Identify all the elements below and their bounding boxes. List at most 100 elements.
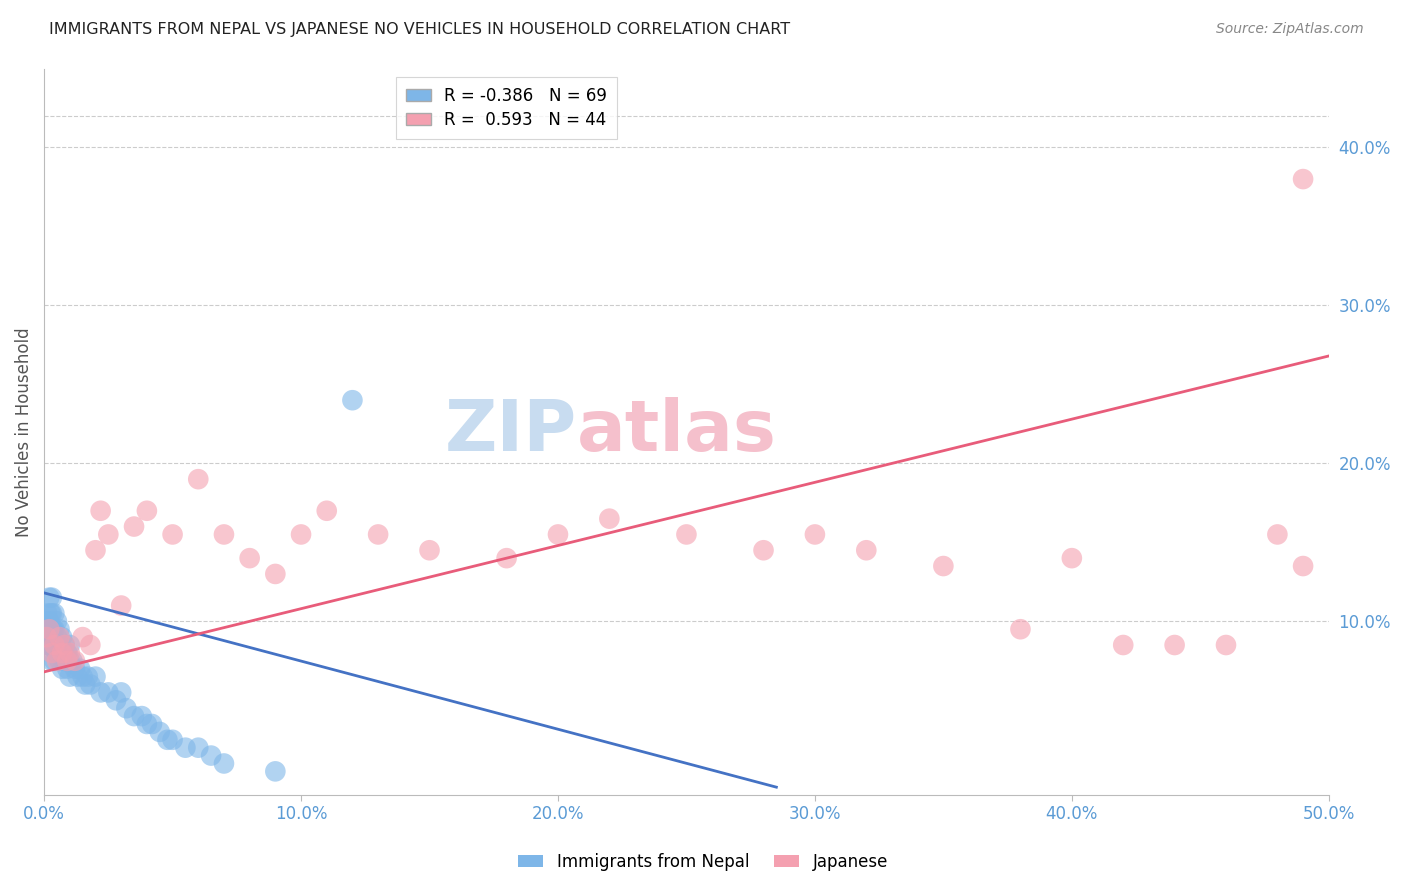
Point: [1112, 638, 1135, 652]
Point: [72, 670, 94, 684]
Point: [149, 724, 172, 739]
Point: [69, 662, 91, 676]
Point: [51, 646, 73, 660]
Point: [53, 638, 76, 652]
Point: [200, 748, 222, 763]
Point: [44, 654, 66, 668]
Point: [162, 527, 184, 541]
Point: [212, 527, 235, 541]
Point: [63, 662, 86, 676]
Point: [367, 527, 389, 541]
Point: [37, 638, 59, 652]
Point: [48, 630, 70, 644]
Point: [156, 732, 179, 747]
Point: [59, 638, 82, 652]
Point: [41, 591, 63, 605]
Point: [598, 511, 620, 525]
Point: [37, 630, 59, 644]
Point: [38, 638, 60, 652]
Point: [174, 740, 197, 755]
Point: [42, 622, 65, 636]
Point: [855, 543, 877, 558]
Point: [84, 670, 107, 684]
Point: [115, 701, 138, 715]
Point: [39, 638, 62, 652]
Point: [110, 685, 132, 699]
Text: atlas: atlas: [578, 397, 778, 467]
Point: [342, 393, 364, 408]
Legend: R = -0.386   N = 69, R =  0.593   N = 44: R = -0.386 N = 69, R = 0.593 N = 44: [396, 77, 617, 138]
Point: [41, 638, 63, 652]
Point: [932, 559, 955, 574]
Point: [675, 527, 697, 541]
Point: [63, 654, 86, 668]
Point: [187, 740, 209, 755]
Point: [38, 622, 60, 636]
Point: [1163, 638, 1185, 652]
Point: [60, 654, 83, 668]
Point: [46, 630, 69, 644]
Point: [84, 543, 107, 558]
Point: [46, 615, 69, 629]
Point: [547, 527, 569, 541]
Point: [35, 630, 58, 644]
Point: [315, 504, 337, 518]
Point: [122, 709, 145, 723]
Point: [264, 566, 287, 581]
Point: [187, 472, 209, 486]
Point: [90, 504, 112, 518]
Point: [1292, 172, 1315, 186]
Point: [1010, 622, 1032, 636]
Point: [79, 677, 101, 691]
Point: [59, 646, 82, 660]
Point: [495, 551, 517, 566]
Point: [1292, 559, 1315, 574]
Text: Source: ZipAtlas.com: Source: ZipAtlas.com: [1216, 22, 1364, 37]
Point: [135, 717, 157, 731]
Point: [53, 654, 76, 668]
Point: [97, 527, 120, 541]
Point: [48, 654, 70, 668]
Text: IMMIGRANTS FROM NEPAL VS JAPANESE NO VEHICLES IN HOUSEHOLD CORRELATION CHART: IMMIGRANTS FROM NEPAL VS JAPANESE NO VEH…: [49, 22, 790, 37]
Point: [56, 646, 79, 660]
Point: [48, 622, 70, 636]
Point: [41, 607, 63, 621]
Point: [90, 685, 112, 699]
Point: [1060, 551, 1083, 566]
Point: [239, 551, 262, 566]
Point: [44, 622, 66, 636]
Text: ZIP: ZIP: [444, 397, 578, 467]
Point: [264, 764, 287, 779]
Point: [56, 662, 79, 676]
Point: [79, 638, 101, 652]
Point: [110, 599, 132, 613]
Point: [75, 677, 97, 691]
Point: [46, 654, 69, 668]
Point: [38, 591, 60, 605]
Point: [38, 615, 60, 629]
Point: [162, 732, 184, 747]
Point: [51, 646, 73, 660]
Point: [72, 630, 94, 644]
Point: [35, 638, 58, 652]
Point: [131, 709, 153, 723]
Point: [42, 638, 65, 652]
Point: [141, 717, 163, 731]
Point: [51, 662, 73, 676]
Point: [804, 527, 827, 541]
Point: [37, 607, 59, 621]
Point: [44, 638, 66, 652]
Point: [290, 527, 312, 541]
Point: [39, 607, 62, 621]
Point: [35, 622, 58, 636]
Point: [1267, 527, 1289, 541]
Point: [59, 654, 82, 668]
Y-axis label: No Vehicles in Household: No Vehicles in Household: [15, 327, 32, 537]
Point: [53, 638, 76, 652]
Point: [752, 543, 775, 558]
Point: [35, 630, 58, 644]
Point: [66, 670, 89, 684]
Point: [76, 670, 98, 684]
Point: [41, 622, 63, 636]
Point: [105, 693, 128, 707]
